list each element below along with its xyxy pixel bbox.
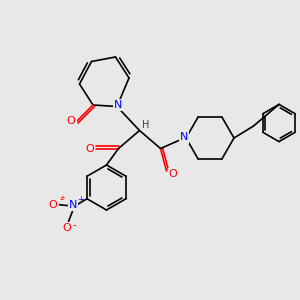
Text: H: H xyxy=(142,120,150,130)
Text: +: + xyxy=(59,195,65,201)
Text: O: O xyxy=(48,200,57,210)
Text: -: - xyxy=(59,194,63,204)
Text: N: N xyxy=(114,100,123,110)
Text: O: O xyxy=(85,143,94,154)
Text: N: N xyxy=(69,200,77,210)
Text: N: N xyxy=(180,132,188,142)
Text: -: - xyxy=(72,220,76,230)
Text: O: O xyxy=(67,116,76,127)
Text: O: O xyxy=(169,169,178,179)
Text: +: + xyxy=(78,195,85,204)
Text: O: O xyxy=(62,224,71,233)
